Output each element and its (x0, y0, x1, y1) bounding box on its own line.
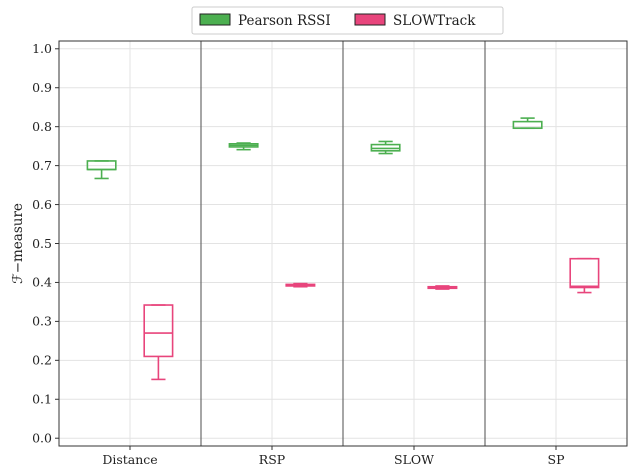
y-axis-ticks: 0.0 0.1 0.2 0.3 0.4 0.5 0.6 0.7 0.8 0.9 1.0 (32, 41, 59, 446)
box-iqr (143, 304, 174, 358)
y-tick-label-2: 0.2 (32, 353, 52, 368)
category-separators (200, 41, 486, 446)
y-tick-label-7: 0.7 (32, 158, 52, 173)
x-tick-label-slow: SLOW (394, 452, 434, 466)
box-slowtrack-rsp (285, 282, 316, 288)
y-tick-label-0: 0.0 (32, 431, 52, 446)
y-tick-label-6: 0.6 (32, 197, 52, 212)
y-axis-label: ℱ−measure (10, 203, 26, 284)
legend: Pearson RSSI SLOWTrack (191, 6, 504, 35)
x-tick-label-rsp: RSP (259, 452, 285, 466)
box-slowtrack-sp (569, 257, 600, 294)
legend-swatch-pearson-rssi (199, 13, 231, 26)
box-pearson-rssi-distance (86, 160, 117, 180)
box-layer (86, 117, 600, 381)
box-pearson-rssi-rsp (228, 142, 259, 151)
x-axis-ticks: Distance RSP SLOW SP (102, 446, 564, 466)
y-tick-label-10: 1.0 (32, 41, 52, 56)
y-tick-label-1: 0.1 (32, 392, 52, 407)
legend-label-pearson-rssi: Pearson RSSI (238, 13, 331, 29)
legend-frame (191, 6, 504, 35)
x-tick-label-distance: Distance (102, 452, 157, 466)
y-tick-label-3: 0.3 (32, 314, 52, 329)
legend-swatch-slowtrack (354, 13, 386, 26)
y-tick-label-9: 0.9 (32, 80, 52, 95)
x-tick-label-sp: SP (548, 452, 565, 466)
box-slowtrack-distance (143, 304, 174, 381)
box-pearson-rssi-slow (370, 140, 401, 155)
box-iqr (512, 120, 543, 130)
y-tick-label-8: 0.8 (32, 119, 52, 134)
box-pearson-rssi-sp (512, 117, 543, 130)
y-tick-label-4: 0.4 (32, 275, 52, 290)
legend-label-slowtrack: SLOWTrack (393, 13, 476, 29)
box-iqr (569, 257, 600, 289)
box-slowtrack-slow (427, 285, 458, 290)
y-tick-label-5: 0.5 (32, 236, 52, 251)
